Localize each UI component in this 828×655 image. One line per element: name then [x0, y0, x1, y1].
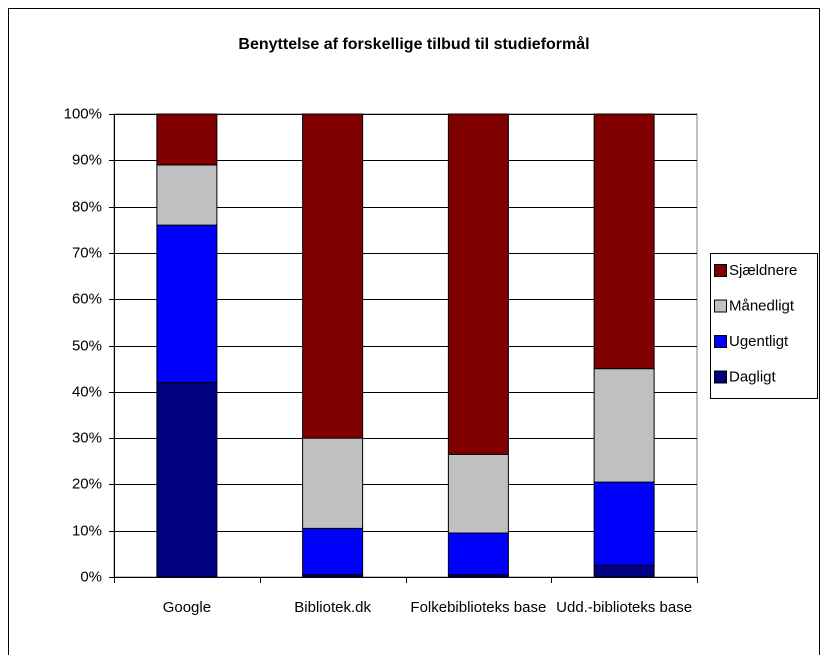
y-tick-label: 10%: [72, 522, 102, 539]
y-tick-label: 50%: [72, 337, 102, 354]
legend-label: Ugentligt: [729, 333, 789, 350]
bar-segment: [593, 564, 655, 578]
bar-segment: [447, 532, 509, 576]
legend-swatch: [714, 264, 727, 277]
chart-title: Benyttelse af forskellige tilbud til stu…: [238, 35, 589, 53]
bar-segment: [302, 527, 364, 576]
y-tick-label: 20%: [72, 475, 102, 492]
bar-segment: [447, 453, 509, 534]
legend-label: Månedligt: [729, 297, 795, 314]
bar-segment: [156, 224, 218, 384]
bar-segment: [302, 113, 364, 439]
bar-segment: [447, 113, 509, 455]
y-tick-label: 100%: [64, 105, 102, 122]
x-tick-label: Bibliotek.dk: [294, 599, 371, 616]
legend-swatch: [714, 370, 727, 384]
bar-segment: [302, 437, 364, 529]
bar-segment: [593, 368, 655, 483]
legend-box: [710, 253, 818, 399]
legend-swatch: [714, 335, 727, 348]
y-tick-label: 40%: [72, 383, 102, 400]
x-tick-label: Folkebiblioteks base: [410, 599, 547, 616]
bar-segment: [156, 382, 218, 578]
bar-segment: [156, 164, 218, 226]
y-tick-label: 80%: [72, 198, 102, 215]
bar-segment: [156, 113, 218, 166]
y-tick-label: 30%: [72, 429, 102, 446]
y-tick-label: 70%: [72, 244, 102, 261]
legend-swatch: [714, 299, 727, 313]
bar-segment: [593, 113, 655, 370]
legend-label: Dagligt: [729, 368, 777, 385]
bar-segment: [593, 481, 655, 566]
y-tick-label: 90%: [72, 151, 102, 168]
y-tick-label: 60%: [72, 290, 102, 307]
legend-label: Sjældnere: [729, 262, 797, 279]
x-tick-label: Google: [162, 599, 212, 616]
y-tick-label: 0%: [80, 568, 102, 585]
x-tick-label: Udd.-biblioteks base: [556, 599, 693, 616]
